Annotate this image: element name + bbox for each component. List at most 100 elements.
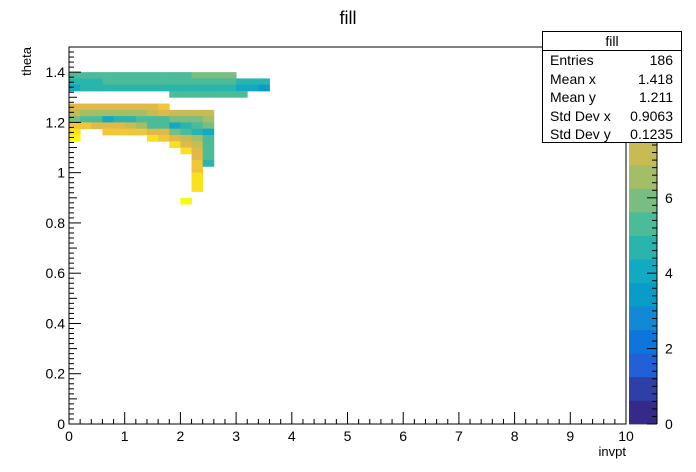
heatmap-cell	[202, 109, 215, 117]
heatmap-cell	[113, 72, 126, 79]
heatmap-cell	[202, 134, 215, 142]
heatmap-cell	[146, 72, 159, 79]
heatmap-cell	[69, 128, 81, 136]
heatmap-cell	[169, 128, 181, 136]
x-tick-label: 6	[399, 428, 407, 444]
colorbar-segment	[629, 235, 657, 260]
heatmap-cell	[102, 78, 114, 86]
colorbar-tick-label: 0	[665, 416, 673, 432]
heatmap-cell	[91, 116, 103, 123]
colorbar-segment	[629, 164, 657, 189]
heatmap-cell	[236, 90, 248, 98]
heatmap-cell	[124, 109, 137, 117]
y-tick-label: 0.4	[46, 315, 66, 331]
heatmap-cell	[158, 134, 170, 142]
heatmap-cell	[124, 103, 137, 111]
colorbar-segment	[629, 141, 657, 166]
heatmap-cell	[113, 84, 126, 92]
heatmap-cell	[213, 78, 226, 86]
stats-label: Mean x	[550, 70, 596, 87]
statistics-box: fill Entries 186 Mean x 1.418 Mean y 1.211 …	[542, 31, 682, 143]
heatmap-cell	[191, 160, 204, 167]
heatmap-cell	[91, 109, 103, 117]
heatmap-cell	[113, 109, 126, 117]
heatmap-cell	[169, 116, 181, 123]
heatmap-cell	[191, 153, 204, 161]
heatmap-cell	[224, 90, 237, 98]
heatmap-cell	[169, 109, 181, 117]
x-axis: 0 1 2 3 4 5 6 7 8 9 10	[65, 412, 634, 444]
colorbar-segment	[629, 353, 657, 378]
y-tick-label: 0.2	[46, 366, 66, 382]
x-tick-label: 9	[566, 428, 574, 444]
heatmap-cell	[102, 109, 114, 117]
heatmap-cell	[91, 78, 103, 86]
heatmap-cell	[180, 141, 192, 148]
heatmap-cell	[224, 84, 237, 92]
stats-label: Std Dev y	[550, 126, 611, 142]
heatmap-cell	[146, 109, 159, 117]
heatmap-cell	[202, 122, 215, 130]
heatmap-cell	[102, 103, 114, 111]
x-tick-label: 3	[232, 428, 240, 444]
heatmap-cell	[191, 172, 204, 180]
heatmap-cell	[80, 122, 92, 130]
heatmap-cell	[69, 84, 81, 92]
heatmap-cell	[135, 122, 148, 130]
heatmap-cell	[124, 122, 137, 130]
stats-label: Mean y	[550, 89, 596, 105]
heatmap-cell	[146, 84, 159, 92]
heatmap-cell	[80, 116, 92, 123]
heatmap-cell	[180, 122, 192, 130]
colorbar-segment	[629, 282, 657, 307]
heatmap-cell	[180, 128, 192, 136]
heatmap-cell	[69, 122, 81, 130]
heatmap-cell	[180, 197, 192, 205]
stats-row-mean-y: Mean y 1.211	[543, 88, 681, 107]
y-tick-label: 0	[57, 416, 65, 432]
y-tick-label: 1.4	[46, 64, 66, 80]
x-tick-label: 10	[618, 428, 634, 444]
heatmap-cell	[180, 72, 192, 79]
heatmap-cell	[80, 84, 92, 92]
heatmap-cell	[202, 78, 215, 86]
heatmap-cell	[69, 109, 81, 117]
colorbar-segment	[629, 211, 657, 236]
heatmap-cell	[91, 72, 103, 79]
heatmap-cell	[169, 78, 181, 86]
heatmap-cell	[158, 122, 170, 130]
heatmap-cell	[180, 109, 192, 117]
heatmap-cell	[102, 122, 114, 130]
heatmap-cell	[202, 160, 215, 167]
heatmap-cell	[247, 78, 259, 86]
stats-row-std-dev-y: Std Dev y 0.1235	[543, 125, 681, 144]
heatmap-cell	[191, 78, 204, 86]
heatmap-cell	[191, 178, 204, 186]
heatmap-cell	[169, 141, 181, 148]
heatmap-cell	[91, 84, 103, 92]
heatmap-cell	[69, 103, 81, 111]
heatmap-cell	[124, 72, 137, 79]
heatmap-cell	[80, 109, 92, 117]
heatmap-cell	[191, 147, 204, 155]
heatmap-cell	[135, 78, 148, 86]
heatmap-cell	[202, 90, 215, 98]
heatmap-cell	[202, 147, 215, 155]
colorbar-segment	[629, 188, 657, 213]
heatmap-cell	[169, 90, 181, 98]
heatmap-cell	[191, 185, 204, 192]
heatmap-cell	[158, 84, 170, 92]
heatmap-cell	[113, 78, 126, 86]
colorbar-segment	[629, 376, 657, 401]
heatmap-cell	[236, 78, 248, 86]
x-tick-label: 2	[177, 428, 185, 444]
colorbar-segment	[629, 259, 657, 284]
heatmap-cell	[158, 116, 170, 123]
heatmap-cell	[146, 128, 159, 136]
heatmap-cell	[202, 128, 215, 136]
heatmap-cell	[102, 72, 114, 79]
colorbar-tick-label: 2	[665, 341, 673, 357]
heatmap-cell	[113, 122, 126, 130]
heatmap-cell	[102, 84, 114, 92]
x-tick-label: 7	[455, 428, 463, 444]
